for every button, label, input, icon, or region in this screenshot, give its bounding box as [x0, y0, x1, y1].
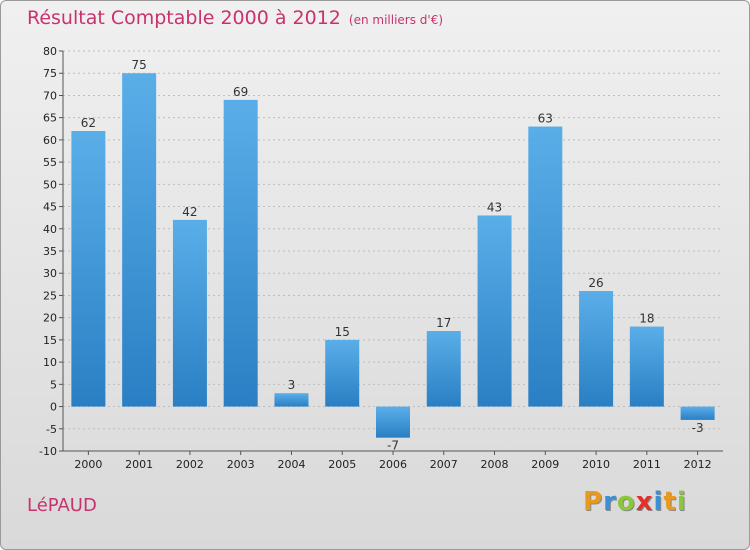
x-tick-label: 2003 [227, 458, 255, 471]
data-label: 69 [233, 85, 248, 99]
bar [325, 339, 360, 407]
logo-letter: o [616, 487, 636, 517]
data-label: 63 [538, 112, 553, 126]
y-tick-label: 40 [43, 223, 57, 236]
proxiti-logo: Proxiti [583, 487, 687, 517]
data-label: 62 [81, 116, 96, 130]
y-tick-label: 65 [43, 112, 57, 125]
commune-name: LéPAUD [27, 495, 97, 516]
bar [426, 331, 461, 407]
data-label: 26 [588, 276, 603, 290]
x-tick-label: 2001 [125, 458, 153, 471]
bar [680, 406, 715, 420]
x-tick-label: 2005 [328, 458, 356, 471]
x-tick-label: 2004 [277, 458, 305, 471]
x-tick-label: 2010 [582, 458, 610, 471]
logo-letter: r [603, 487, 617, 517]
bar [528, 126, 563, 407]
x-tick-label: 2007 [430, 458, 458, 471]
y-tick-label: -5 [46, 423, 57, 436]
logo-letter: i [676, 487, 687, 517]
bar [629, 326, 664, 407]
bar [172, 219, 207, 407]
x-tick-label: 2012 [684, 458, 712, 471]
y-tick-label: 20 [43, 312, 57, 325]
bar [579, 291, 614, 407]
x-tick-label: 2009 [531, 458, 559, 471]
data-label: 15 [335, 325, 350, 339]
data-label: -7 [387, 439, 399, 453]
y-tick-label: 70 [43, 89, 57, 102]
y-tick-label: 45 [43, 201, 57, 214]
x-tick-label: 2011 [633, 458, 661, 471]
y-tick-label: 10 [43, 356, 57, 369]
bar [477, 215, 512, 407]
y-tick-label: 80 [43, 45, 57, 58]
logo-letter: x [635, 487, 654, 517]
y-tick-label: 25 [43, 289, 57, 302]
y-tick-label: -10 [39, 445, 57, 458]
x-tick-label: 2008 [481, 458, 509, 471]
data-label: -3 [692, 421, 704, 435]
y-tick-label: 15 [43, 334, 57, 347]
data-label: 17 [436, 316, 451, 330]
data-label: 75 [132, 58, 147, 72]
x-tick-label: 2006 [379, 458, 407, 471]
y-tick-label: 30 [43, 267, 57, 280]
y-tick-label: 0 [50, 401, 57, 414]
bar [71, 131, 106, 407]
y-tick-label: 55 [43, 156, 57, 169]
bar [223, 99, 258, 407]
bar [122, 73, 157, 407]
y-tick-label: 5 [50, 378, 57, 391]
y-tick-label: 50 [43, 178, 57, 191]
chart-title-text: Résultat Comptable 2000 à 2012 [27, 7, 341, 29]
bar [274, 393, 309, 407]
data-label: 42 [182, 205, 197, 219]
y-tick-label: 75 [43, 67, 57, 80]
y-tick-label: 60 [43, 134, 57, 147]
x-tick-label: 2000 [74, 458, 102, 471]
logo-letter: t [663, 487, 677, 517]
logo-letter: P [583, 487, 604, 517]
x-tick-label: 2002 [176, 458, 204, 471]
data-label: 43 [487, 200, 502, 214]
chart-title: Résultat Comptable 2000 à 2012 (en millie… [27, 7, 443, 29]
data-label: 3 [288, 378, 296, 392]
bar [376, 406, 410, 438]
logo-letter: i [653, 487, 664, 517]
chart-subtitle: (en milliers d'€) [348, 13, 444, 27]
y-tick-label: 35 [43, 245, 57, 258]
data-label: 18 [639, 312, 654, 326]
